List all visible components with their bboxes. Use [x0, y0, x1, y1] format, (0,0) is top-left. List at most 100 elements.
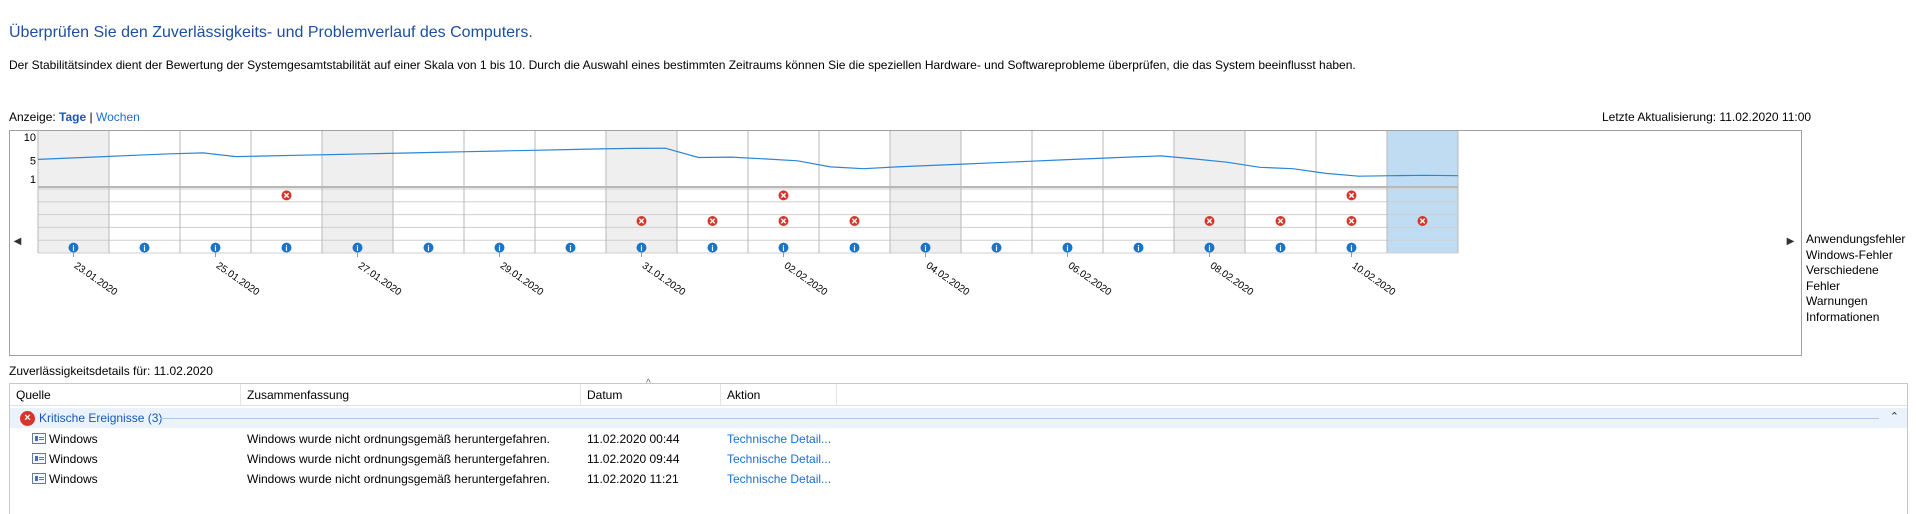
sort-ascending-icon: ^ [646, 378, 651, 389]
cell-source: Windows [49, 432, 98, 446]
info-icon [636, 242, 647, 253]
info-icon [849, 242, 860, 253]
info-icon-glyph: i [1208, 244, 1210, 253]
table-row[interactable]: Windows Windows wurde nicht ordnungsgemä… [10, 469, 1907, 489]
column-header-action[interactable]: Aktion [721, 384, 837, 406]
y-tick-label: 10 [24, 132, 36, 144]
stability-line [37, 147, 1459, 177]
info-icon [352, 242, 363, 253]
info-icon [139, 242, 150, 253]
date-label: 02.02.2020 [782, 260, 830, 298]
column-header-date[interactable]: Datum [581, 384, 721, 406]
info-icon-glyph: i [1350, 244, 1352, 253]
day-column [535, 131, 606, 253]
day-column [180, 131, 251, 253]
error-icon-cross [1348, 192, 1355, 199]
table-row[interactable]: Windows Windows wurde nicht ordnungsgemä… [10, 429, 1907, 449]
collapse-chevron-icon[interactable]: ⌃ [1889, 411, 1899, 423]
row-label-misc-errors: Verschiedene Fehler [1806, 263, 1879, 293]
info-icon [1346, 242, 1357, 253]
date-label: 06.02.2020 [1066, 260, 1114, 298]
scroll-right-icon[interactable]: ▶ [1786, 236, 1795, 247]
day-column [1174, 131, 1245, 253]
date-label: 27.01.2020 [356, 260, 404, 298]
row-label-information: Informationen [1806, 309, 1880, 324]
windows-app-icon [32, 433, 46, 444]
page-description: Der Stabilitätsindex dient der Bewertung… [9, 58, 1356, 72]
error-icon-cross [709, 218, 716, 224]
day-column [393, 131, 464, 253]
info-icon [1062, 242, 1073, 253]
info-icon-glyph: i [143, 244, 145, 253]
scroll-left-icon[interactable]: ◀ [13, 236, 22, 247]
group-divider [160, 418, 1879, 419]
column-header-summary[interactable]: Zusammenfassung [241, 384, 581, 406]
error-icon-cross [780, 192, 787, 199]
info-icon-glyph: i [356, 244, 358, 253]
day-column [1245, 131, 1316, 253]
technical-details-link[interactable]: Technische Detail... [727, 452, 832, 466]
details-table: Quelle Zusammenfassung Datum ^ Aktion × … [9, 378, 1908, 514]
table-header: Quelle Zusammenfassung Datum ^ Aktion [10, 378, 1907, 406]
day-column [677, 131, 748, 253]
y-tick-label: 5 [30, 155, 36, 167]
info-icon [920, 242, 931, 253]
info-icon [778, 242, 789, 253]
info-icon-glyph: i [924, 244, 926, 253]
error-icon-cross [1348, 218, 1355, 224]
stability-chart[interactable]: 10 5 1 i i i i i i i i i i i i i i i i i i i 23.01.2020 25.01.2… [9, 130, 1802, 356]
selected-day-column [1387, 131, 1458, 253]
view-weeks-link[interactable]: Wochen [95, 110, 140, 124]
info-icon-glyph: i [427, 244, 429, 253]
date-label: 25.01.2020 [214, 260, 262, 298]
cell-date: 11.02.2020 00:44 [587, 432, 680, 446]
error-icon-cross [780, 218, 787, 224]
day-column [961, 131, 1032, 253]
technical-details-link[interactable]: Technische Detail... [727, 472, 832, 486]
row-label-windows-errors: Windows-Fehler [1806, 247, 1893, 262]
date-label: 04.02.2020 [924, 260, 972, 298]
technical-details-link[interactable]: Technische Detail... [727, 432, 832, 446]
error-icon-cross [851, 218, 858, 224]
cell-source: Windows [49, 452, 98, 466]
info-icon-glyph: i [782, 244, 784, 253]
info-icon [991, 242, 1002, 253]
column-header-source[interactable]: Quelle [10, 384, 241, 406]
date-label: 23.01.2020 [72, 260, 120, 298]
info-icon [1275, 242, 1286, 253]
day-column [38, 131, 109, 253]
y-tick-label: 1 [30, 174, 36, 186]
day-column [606, 131, 677, 253]
info-icon [423, 242, 434, 253]
day-column [1032, 131, 1103, 253]
info-icon-glyph: i [498, 244, 500, 253]
group-critical-events[interactable]: × Kritische Ereignisse (3) ⌃ [10, 408, 1907, 428]
info-icon [494, 242, 505, 253]
date-label: 10.02.2020 [1350, 260, 1398, 298]
info-icon-glyph: i [995, 244, 997, 253]
view-selector: Anzeige: Tage | Wochen [9, 110, 140, 124]
info-icon-glyph: i [853, 244, 855, 253]
info-icon [1204, 242, 1215, 253]
cell-summary: Windows wurde nicht ordnungsgemäß herunt… [247, 452, 550, 466]
table-row[interactable]: Windows Windows wurde nicht ordnungsgemä… [10, 449, 1907, 469]
cell-summary: Windows wurde nicht ordnungsgemäß herunt… [247, 432, 550, 446]
details-label: Zuverlässigkeitsdetails für: 11.02.2020 [9, 364, 213, 378]
cell-date: 11.02.2020 09:44 [587, 452, 680, 466]
info-icon [1133, 242, 1144, 253]
error-icon-cross [638, 218, 645, 224]
error-icon-cross [1277, 218, 1284, 224]
day-column [1103, 131, 1174, 253]
view-days-link[interactable]: Tage [59, 110, 87, 124]
info-icon-glyph: i [1137, 244, 1139, 253]
date-label: 31.01.2020 [640, 260, 688, 298]
event-row-labels: Anwendungsfehler Windows-Fehler Verschie… [1806, 232, 1916, 325]
cell-source: Windows [49, 472, 98, 486]
info-icon-glyph: i [285, 244, 287, 253]
stability-chart-svg[interactable]: 10 5 1 i i i i i i i i i i i i i i i i i i i 23.01.2020 25.01.2… [10, 131, 1803, 357]
last-update-text: Letzte Aktualisierung: 11.02.2020 11:00 [1602, 110, 1812, 124]
info-icon-glyph: i [711, 244, 713, 253]
info-icon-glyph: i [1279, 244, 1281, 253]
error-icon-cross [1206, 218, 1213, 224]
info-icon [281, 242, 292, 253]
